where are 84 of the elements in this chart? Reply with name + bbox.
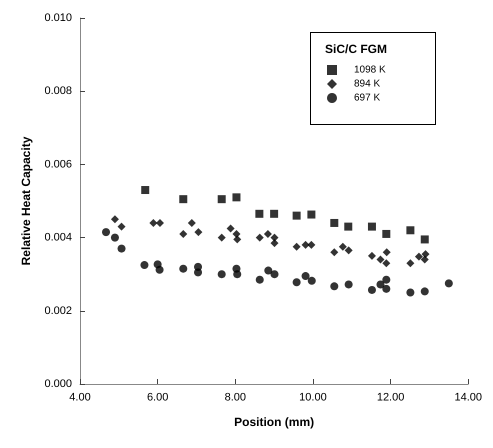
point [179, 195, 188, 204]
point [194, 228, 202, 236]
point [368, 252, 376, 260]
point [307, 240, 316, 249]
point [406, 226, 414, 234]
point [420, 256, 429, 264]
legend-label: 894 K [354, 78, 380, 90]
point [406, 259, 414, 268]
point [414, 252, 423, 261]
point [270, 210, 278, 218]
legend-label: 1098 K [354, 64, 386, 76]
point [218, 195, 226, 204]
legend-label: 697 K [354, 92, 380, 104]
x-tick-label: 12.00 [376, 392, 404, 404]
point [110, 234, 119, 242]
point [308, 276, 316, 285]
point [292, 278, 301, 286]
point [270, 239, 279, 248]
point [118, 244, 126, 253]
legend-title: SiC/C FGM [325, 42, 387, 56]
x-tick-label: 14.00 [454, 392, 482, 404]
point [382, 248, 391, 256]
x-axis-title: Position (mm) [234, 415, 314, 429]
point [330, 282, 338, 290]
point [179, 264, 188, 273]
point [344, 222, 352, 231]
point [218, 270, 226, 278]
point [302, 272, 310, 280]
point [188, 218, 196, 227]
point [292, 212, 301, 220]
point [194, 268, 202, 276]
point [292, 242, 301, 251]
point [382, 276, 390, 284]
point [110, 215, 119, 224]
point [118, 222, 126, 231]
point [406, 288, 414, 296]
point [141, 186, 150, 194]
point [264, 230, 272, 238]
point [232, 193, 240, 202]
point [368, 286, 376, 294]
y-axis-title: Relative Heat Capacity [19, 136, 33, 266]
point [149, 218, 158, 227]
y-tick-label: 0.006 [44, 158, 72, 170]
point [233, 270, 242, 278]
point [302, 240, 310, 249]
point [382, 230, 390, 238]
point [330, 218, 338, 227]
point [156, 266, 164, 274]
x-tick-label: 10.00 [299, 392, 327, 404]
point [368, 222, 376, 231]
point [270, 270, 279, 278]
point [270, 234, 279, 242]
point [226, 224, 235, 232]
point [264, 266, 272, 275]
y-tick-label: 0.000 [44, 378, 72, 390]
point [338, 242, 347, 251]
point [344, 280, 353, 288]
point [233, 235, 242, 244]
point [156, 218, 164, 227]
point [307, 210, 316, 219]
point [102, 228, 110, 236]
x-tick-label: 8.00 [224, 392, 246, 404]
x-tick-label: 6.00 [146, 392, 168, 404]
point [376, 256, 384, 264]
point [179, 230, 188, 238]
point [330, 248, 338, 256]
point [140, 261, 148, 270]
y-tick-label: 0.010 [44, 12, 72, 24]
point [255, 210, 264, 218]
y-tick-label: 0.008 [44, 85, 72, 98]
y-tick-label: 0.004 [44, 232, 72, 244]
point [218, 234, 226, 242]
point [382, 284, 390, 293]
x-tick-label: 4.00 [69, 392, 91, 404]
point [344, 246, 353, 254]
point [444, 279, 453, 288]
point [376, 280, 384, 288]
point [256, 234, 264, 242]
y-tick-label: 0.002 [44, 304, 72, 317]
point [420, 287, 429, 296]
point [256, 276, 264, 284]
point [382, 259, 390, 268]
point [420, 235, 429, 244]
point [232, 230, 240, 238]
